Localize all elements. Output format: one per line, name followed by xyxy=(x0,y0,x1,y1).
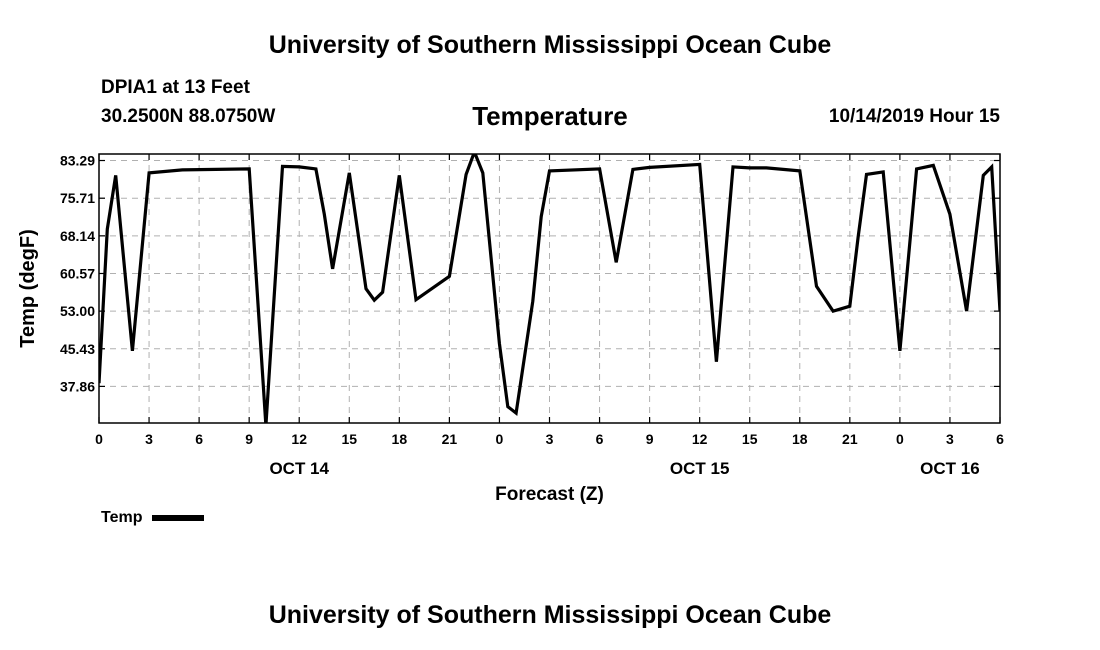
page-title: University of Southern Mississippi Ocean… xyxy=(268,31,832,59)
forecast-datetime: 10/14/2019 Hour 15 xyxy=(828,106,1000,127)
x-tick-label: 6 xyxy=(996,431,1004,447)
x-tick-label: 0 xyxy=(496,431,504,447)
station-label: DPIA1 at 13 Feet xyxy=(101,77,250,98)
date-label: OCT 14 xyxy=(269,459,329,478)
x-tick-label: 21 xyxy=(442,431,458,447)
x-tick-label: 18 xyxy=(792,431,808,447)
date-label: OCT 15 xyxy=(670,459,730,478)
y-axis-label: Temp (degF) xyxy=(17,229,39,348)
x-tick-label: 3 xyxy=(546,431,554,447)
x-tick-label: 9 xyxy=(245,431,253,447)
x-tick-label: 0 xyxy=(95,431,103,447)
y-tick-label: 60.57 xyxy=(60,265,95,281)
y-tick-label: 45.43 xyxy=(60,341,95,357)
x-tick-label: 12 xyxy=(291,431,307,447)
y-tick-label: 53.00 xyxy=(60,303,95,319)
coordinates-label: 30.2500N 88.0750W xyxy=(101,106,276,127)
x-tick-label: 15 xyxy=(341,431,357,447)
footer-title: University of Southern Mississippi Ocean… xyxy=(268,601,832,629)
plot-frame xyxy=(98,153,1001,424)
x-tick-label: 6 xyxy=(195,431,203,447)
series-line-temp xyxy=(99,154,1000,423)
x-tick-label: 0 xyxy=(896,431,904,447)
y-tick-label: 83.29 xyxy=(60,153,95,169)
x-tick-label: 12 xyxy=(692,431,708,447)
y-tick-label: 68.14 xyxy=(60,228,95,244)
x-tick-label: 3 xyxy=(946,431,954,447)
y-tick-label: 37.86 xyxy=(60,378,95,394)
x-tick-label: 15 xyxy=(742,431,758,447)
legend-swatch xyxy=(152,514,205,521)
x-tick-label: 9 xyxy=(646,431,654,447)
chart-title: Temperature xyxy=(472,101,628,131)
y-tick-label: 75.71 xyxy=(60,190,95,206)
x-tick-label: 18 xyxy=(392,431,408,447)
legend-label: Temp xyxy=(101,509,143,526)
date-label: OCT 16 xyxy=(920,459,980,478)
x-tick-label: 3 xyxy=(145,431,153,447)
legend: Temp xyxy=(101,509,205,527)
x-axis-label: Forecast (Z) xyxy=(495,484,604,505)
x-tick-label: 6 xyxy=(596,431,604,447)
x-tick-label: 21 xyxy=(842,431,858,447)
